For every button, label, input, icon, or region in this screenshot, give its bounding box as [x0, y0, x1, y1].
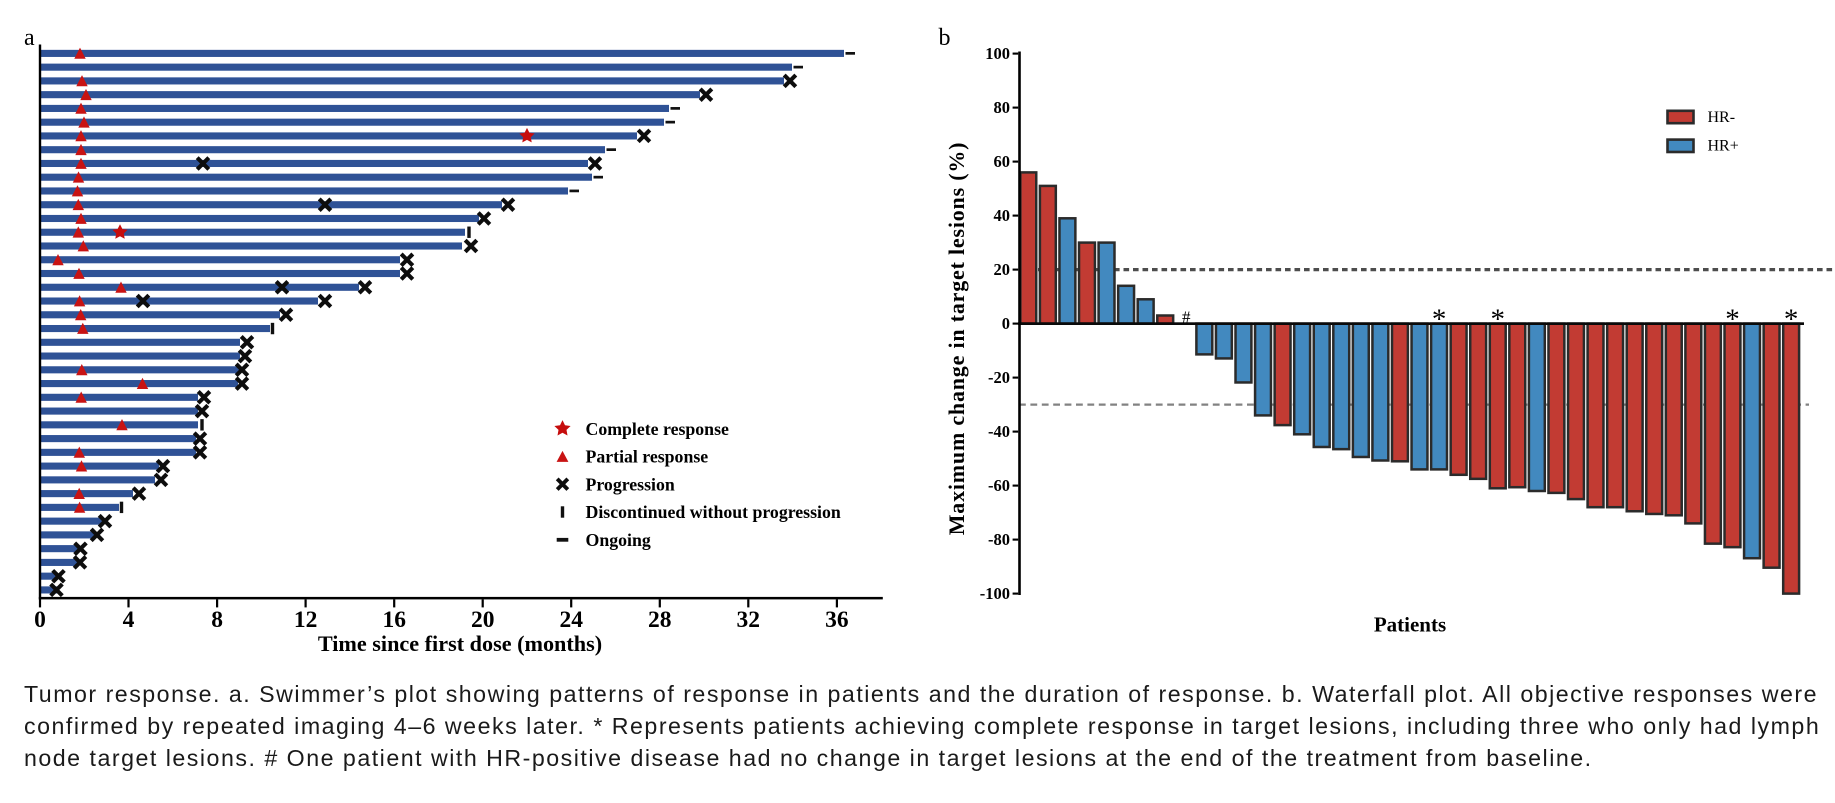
svg-text:Discontinued without progressi: Discontinued without progression — [586, 502, 841, 522]
svg-text:4: 4 — [123, 607, 135, 633]
svg-text:20: 20 — [994, 260, 1011, 279]
svg-text:*: * — [1432, 303, 1447, 335]
svg-text:-80: -80 — [988, 530, 1010, 549]
svg-text:*: * — [1784, 303, 1799, 335]
svg-text:12: 12 — [294, 607, 318, 633]
svg-text:0: 0 — [34, 607, 46, 633]
svg-text:-20: -20 — [988, 368, 1010, 387]
svg-text:36: 36 — [825, 607, 849, 633]
svg-text:32: 32 — [737, 607, 761, 633]
svg-text:20: 20 — [471, 607, 495, 633]
svg-text:Partial response: Partial response — [586, 447, 709, 467]
svg-text:Patients: Patients — [1374, 613, 1446, 637]
svg-text:28: 28 — [648, 607, 672, 633]
svg-text:0: 0 — [1002, 314, 1010, 333]
svg-text:-40: -40 — [988, 422, 1010, 441]
svg-text:8: 8 — [211, 607, 223, 633]
svg-text:Maximum change in target lesio: Maximum change in target lesions (%) — [944, 142, 969, 536]
svg-text:80: 80 — [994, 98, 1011, 117]
svg-text:24: 24 — [559, 607, 583, 633]
svg-text:*: * — [1725, 303, 1740, 335]
svg-text:16: 16 — [382, 607, 406, 633]
svg-text:Complete response: Complete response — [586, 419, 729, 439]
svg-text:a: a — [24, 25, 35, 51]
svg-text:-60: -60 — [988, 476, 1010, 495]
svg-text:40: 40 — [994, 206, 1011, 225]
svg-text:100: 100 — [985, 44, 1010, 63]
svg-text:Time since first dose (months): Time since first dose (months) — [318, 631, 602, 656]
svg-text:HR+: HR+ — [1708, 138, 1739, 155]
svg-text:60: 60 — [994, 152, 1011, 171]
svg-text:Ongoing: Ongoing — [586, 530, 651, 550]
svg-text:-100: -100 — [980, 584, 1010, 603]
svg-text:HR-: HR- — [1708, 109, 1736, 126]
svg-text:*: * — [1490, 303, 1505, 335]
svg-text:Progression: Progression — [586, 474, 675, 494]
svg-text:#: # — [1182, 307, 1191, 326]
svg-text:b: b — [939, 25, 951, 51]
